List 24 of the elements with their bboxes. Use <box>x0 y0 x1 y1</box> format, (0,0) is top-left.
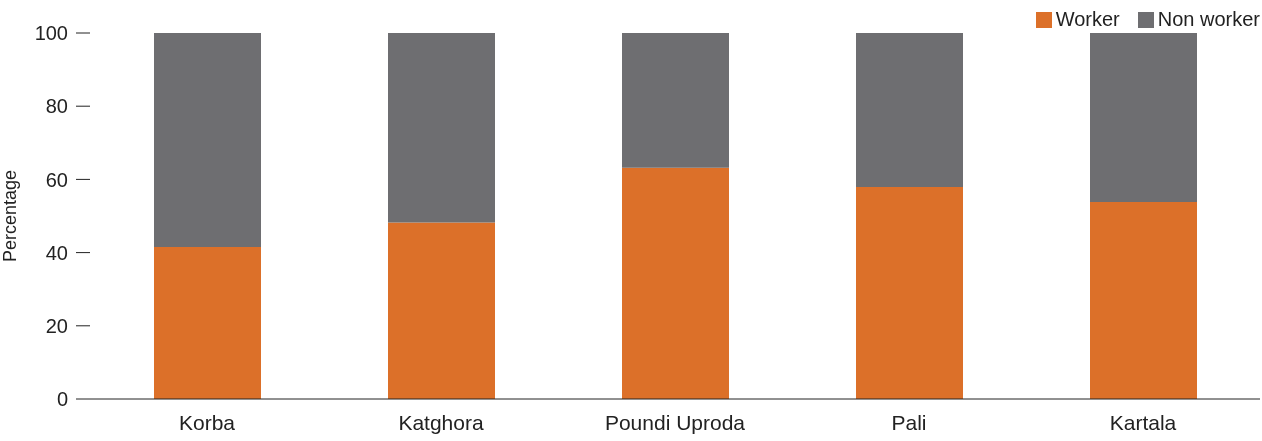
x-tick-label: Pali <box>891 410 927 434</box>
bar <box>388 222 495 399</box>
bar <box>1090 33 1197 203</box>
y-tick-label: 20 <box>45 314 68 337</box>
bar <box>622 33 729 168</box>
y-tick-label: 60 <box>45 168 68 191</box>
y-tick-label: 80 <box>45 95 68 118</box>
bar <box>388 33 495 223</box>
legend-label: Non worker <box>1157 8 1260 31</box>
x-tick-label: Korba <box>178 410 236 434</box>
y-tick-label: 0 <box>56 388 68 411</box>
y-axis-title: Percentage <box>0 169 21 263</box>
x-tick-label: Kartala <box>1109 410 1177 434</box>
y-tick-label: 100 <box>34 22 68 45</box>
bar <box>622 167 729 399</box>
bar <box>1090 202 1197 399</box>
legend-label: Worker <box>1055 8 1120 31</box>
bar <box>856 33 963 188</box>
x-tick-label: Katghora <box>398 410 484 434</box>
bar <box>856 187 963 399</box>
bar <box>154 247 261 399</box>
x-tick-label: Poundi Uproda <box>604 410 746 434</box>
y-tick-label: 40 <box>45 241 68 264</box>
bar <box>154 33 261 248</box>
